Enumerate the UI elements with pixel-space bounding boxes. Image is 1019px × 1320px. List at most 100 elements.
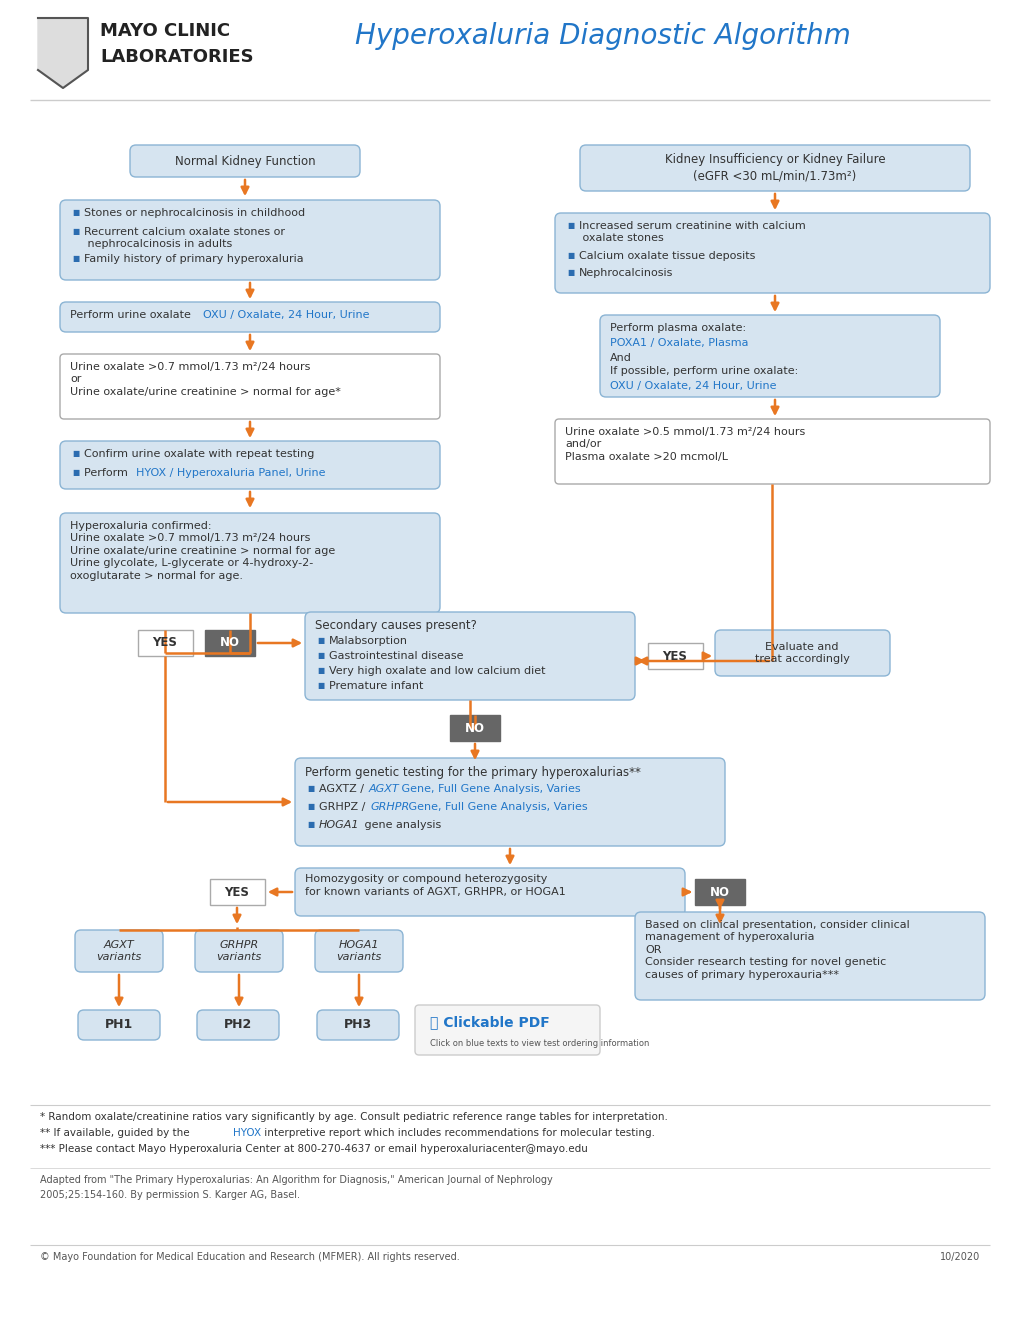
FancyBboxPatch shape (60, 354, 439, 418)
Text: AGXT: AGXT (369, 784, 399, 795)
Polygon shape (38, 18, 88, 88)
Text: YES: YES (662, 649, 687, 663)
FancyBboxPatch shape (554, 418, 989, 484)
Text: Gene, Full Gene Analysis, Varies: Gene, Full Gene Analysis, Varies (405, 803, 587, 812)
Text: ** If available, guided by the: ** If available, guided by the (40, 1129, 193, 1138)
Text: Gene, Full Gene Analysis, Varies: Gene, Full Gene Analysis, Varies (397, 784, 580, 795)
Text: Kidney Insufficiency or Kidney Failure
(eGFR <30 mL/min/1.73m²): Kidney Insufficiency or Kidney Failure (… (664, 153, 884, 182)
FancyBboxPatch shape (60, 441, 439, 488)
Text: Adapted from "The Primary Hyperoxalurias: An Algorithm for Diagnosis," American : Adapted from "The Primary Hyperoxalurias… (40, 1175, 552, 1185)
FancyBboxPatch shape (195, 931, 282, 972)
Text: ■: ■ (72, 209, 79, 216)
Text: interpretive report which includes recommendations for molecular testing.: interpretive report which includes recom… (261, 1129, 654, 1138)
FancyBboxPatch shape (317, 1010, 398, 1040)
Text: HYOX / Hyperoxaluria Panel, Urine: HYOX / Hyperoxaluria Panel, Urine (136, 469, 325, 478)
FancyBboxPatch shape (580, 145, 969, 191)
Bar (210, 879, 265, 906)
Text: POXA1 / Oxalate, Plasma: POXA1 / Oxalate, Plasma (609, 338, 748, 348)
Text: Perform: Perform (84, 469, 131, 478)
Text: Urine oxalate >0.7 mmol/1.73 m²/24 hours
or
Urine oxalate/urine creatinine > nor: Urine oxalate >0.7 mmol/1.73 m²/24 hours… (70, 362, 340, 397)
FancyBboxPatch shape (197, 1010, 279, 1040)
FancyBboxPatch shape (60, 513, 439, 612)
Text: Calcium oxalate tissue deposits: Calcium oxalate tissue deposits (579, 251, 755, 261)
Text: Perform genetic testing for the primary hyperoxalurias**: Perform genetic testing for the primary … (305, 766, 640, 779)
FancyBboxPatch shape (415, 1005, 599, 1055)
Text: GRHPR: GRHPR (371, 803, 410, 812)
Text: If possible, perform urine oxalate:: If possible, perform urine oxalate: (609, 366, 798, 376)
Text: NO: NO (220, 636, 239, 649)
Text: ■: ■ (307, 784, 314, 793)
FancyBboxPatch shape (635, 912, 984, 1001)
Text: Urine oxalate >0.5 mmol/1.73 m²/24 hours
and/or
Plasma oxalate >20 mcmol/L: Urine oxalate >0.5 mmol/1.73 m²/24 hours… (565, 426, 804, 462)
Text: Evaluate and
treat accordingly: Evaluate and treat accordingly (754, 642, 849, 664)
Text: ■: ■ (307, 820, 314, 829)
Text: ■: ■ (567, 268, 574, 277)
FancyBboxPatch shape (60, 302, 439, 333)
Text: Increased serum creatinine with calcium
 oxalate stones: Increased serum creatinine with calcium … (579, 220, 805, 243)
Text: ■: ■ (72, 227, 79, 236)
Text: Nephrocalcinosis: Nephrocalcinosis (579, 268, 673, 279)
Bar (449, 715, 499, 741)
Text: Malabsorption: Malabsorption (329, 636, 408, 645)
Text: PH1: PH1 (105, 1019, 133, 1031)
Text: GRHPZ /: GRHPZ / (319, 803, 369, 812)
Text: PH2: PH2 (223, 1019, 252, 1031)
Text: Family history of primary hyperoxaluria: Family history of primary hyperoxaluria (84, 253, 304, 264)
Text: HOGA1
variants: HOGA1 variants (336, 940, 381, 962)
Text: Hyperoxaluria Diagnostic Algorithm: Hyperoxaluria Diagnostic Algorithm (355, 22, 850, 50)
FancyBboxPatch shape (315, 931, 403, 972)
FancyBboxPatch shape (294, 758, 725, 846)
Text: ■: ■ (72, 253, 79, 263)
FancyBboxPatch shape (77, 1010, 160, 1040)
Text: HYOX: HYOX (232, 1129, 261, 1138)
Text: ■: ■ (317, 636, 324, 645)
Text: ■: ■ (567, 220, 574, 230)
Bar (647, 643, 702, 669)
Text: Confirm urine oxalate with repeat testing: Confirm urine oxalate with repeat testin… (84, 449, 314, 459)
Bar (67, 28, 76, 63)
Text: Perform urine oxalate: Perform urine oxalate (70, 310, 195, 319)
Text: AGXT
variants: AGXT variants (96, 940, 142, 962)
Text: YES: YES (153, 636, 177, 649)
Text: Hyperoxaluria confirmed:
Urine oxalate >0.7 mmol/1.73 m²/24 hours
Urine oxalate/: Hyperoxaluria confirmed: Urine oxalate >… (70, 521, 335, 581)
Text: NO: NO (709, 886, 730, 899)
FancyBboxPatch shape (599, 315, 940, 397)
FancyBboxPatch shape (129, 145, 360, 177)
Text: * Random oxalate/creatinine ratios vary significantly by age. Consult pediatric : * Random oxalate/creatinine ratios vary … (40, 1111, 667, 1122)
Text: Based on clinical presentation, consider clinical
management of hyperoxaluria
OR: Based on clinical presentation, consider… (644, 920, 909, 979)
Bar (50, 28, 59, 63)
Text: 2005;25:154-160. By permission S. Karger AG, Basel.: 2005;25:154-160. By permission S. Karger… (40, 1191, 300, 1200)
Text: ■: ■ (317, 651, 324, 660)
Text: Perform plasma oxalate:: Perform plasma oxalate: (609, 323, 745, 333)
Text: ■: ■ (307, 803, 314, 810)
Bar (138, 630, 193, 656)
Text: ■: ■ (72, 449, 79, 458)
FancyBboxPatch shape (75, 931, 163, 972)
FancyBboxPatch shape (305, 612, 635, 700)
Text: AGXTZ /: AGXTZ / (319, 784, 367, 795)
Text: Stones or nephrocalcinosis in childhood: Stones or nephrocalcinosis in childhood (84, 209, 305, 218)
Text: Very high oxalate and low calcium diet: Very high oxalate and low calcium diet (329, 667, 545, 676)
Text: MAYO CLINIC: MAYO CLINIC (100, 22, 230, 40)
Text: NO: NO (465, 722, 484, 734)
FancyBboxPatch shape (554, 213, 989, 293)
Text: 10/2020: 10/2020 (938, 1251, 979, 1262)
Text: ■: ■ (317, 681, 324, 690)
Text: ■: ■ (567, 251, 574, 260)
Bar (50, 28, 76, 36)
Bar (694, 879, 744, 906)
Text: Click on blue texts to view test ordering information: Click on blue texts to view test orderin… (430, 1039, 649, 1048)
Text: OXU / Oxalate, 24 Hour, Urine: OXU / Oxalate, 24 Hour, Urine (609, 381, 775, 391)
FancyBboxPatch shape (294, 869, 685, 916)
Text: Normal Kidney Function: Normal Kidney Function (174, 154, 315, 168)
Text: PH3: PH3 (343, 1019, 372, 1031)
Text: Recurrent calcium oxalate stones or
 nephrocalcinosis in adults: Recurrent calcium oxalate stones or neph… (84, 227, 284, 249)
FancyBboxPatch shape (60, 201, 439, 280)
Text: Secondary causes present?: Secondary causes present? (315, 619, 477, 632)
Text: And: And (609, 352, 631, 363)
Text: OXU / Oxalate, 24 Hour, Urine: OXU / Oxalate, 24 Hour, Urine (203, 310, 369, 319)
Text: Gastrointestinal disease: Gastrointestinal disease (329, 651, 463, 661)
Text: HOGA1: HOGA1 (319, 820, 359, 830)
Bar (205, 630, 255, 656)
FancyBboxPatch shape (714, 630, 890, 676)
